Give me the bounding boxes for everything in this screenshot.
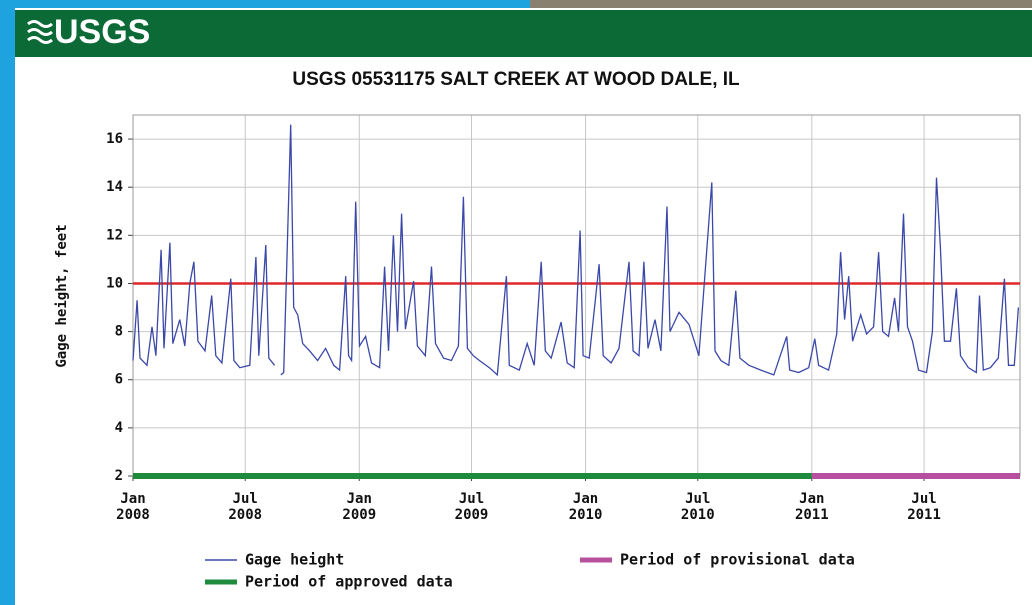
legend-label: Period of provisional data [620, 551, 855, 569]
y-tick-label: 10 [106, 275, 123, 291]
x-tick-label: Jan 2009 [342, 491, 377, 523]
y-tick-label: 14 [106, 179, 123, 195]
x-tick-label: Jul 2008 [228, 491, 263, 523]
y-axis-label: Gage height, feet [54, 224, 70, 367]
y-tick-label: 12 [106, 227, 123, 243]
chart-title: USGS 05531175 SALT CREEK AT WOOD DALE, I… [292, 69, 740, 90]
x-tick-label: Jul 2011 [907, 491, 941, 523]
period-bar [133, 473, 812, 479]
x-tick-label: Jan 2011 [794, 491, 829, 523]
x-tick-label: Jan 2008 [116, 491, 150, 523]
x-tick-label: Jul 2010 [680, 491, 715, 523]
top-strip [530, 0, 1032, 10]
y-tick-label: 4 [115, 420, 123, 436]
y-tick-label: 8 [115, 324, 123, 340]
logo: USGS [54, 13, 150, 51]
panel [15, 8, 1032, 605]
x-tick-label: Jan 2010 [568, 491, 603, 523]
gage-line [132, 124, 1020, 377]
x-tick-label: Jul 2009 [454, 491, 489, 523]
period-bar [811, 473, 1020, 479]
y-tick-label: 6 [115, 372, 123, 388]
logo-icon [27, 20, 53, 44]
header-bar [15, 10, 1032, 57]
legend-label: Gage height [245, 551, 344, 569]
y-tick-label: 16 [106, 131, 123, 147]
legend-label: Period of approved data [245, 573, 453, 591]
y-tick-label: 2 [115, 468, 123, 484]
